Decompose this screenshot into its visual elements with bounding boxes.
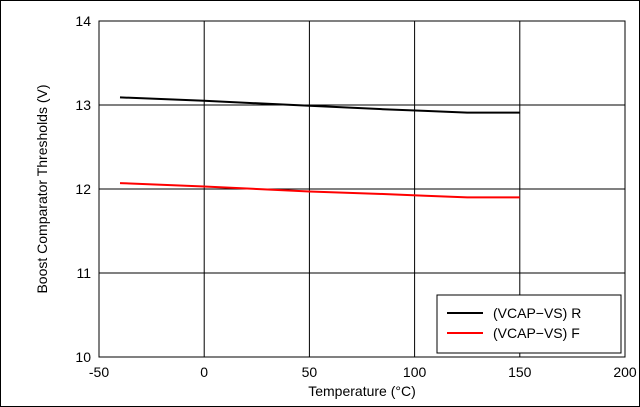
legend-label-r: (VCAP−VS) R [493, 305, 581, 321]
y-tick-label: 14 [75, 13, 91, 29]
y-tick-label: 12 [75, 181, 91, 197]
x-tick-label: -50 [89, 364, 109, 380]
plot-area [98, 20, 626, 358]
legend-label-f: (VCAP−VS) F [493, 325, 580, 341]
x-axis-title: Temperature (°C) [308, 383, 416, 399]
y-tick-label: 10 [75, 349, 91, 365]
legend-box [436, 294, 622, 354]
y-tick-label: 11 [76, 265, 91, 281]
series-layer [119, 96, 520, 199]
x-tick-label: 150 [508, 364, 532, 380]
y-axis-title: Boost Comparator Thresholds (V) [34, 84, 50, 293]
legend: (VCAP−VS) R (VCAP−VS) F [436, 294, 622, 354]
x-tick-label: 100 [403, 364, 427, 380]
x-tick-label: 0 [200, 364, 208, 380]
tick-labels: -50 0 50 100 150 200 10 11 12 13 14 [75, 13, 636, 380]
series-line-f [119, 182, 520, 199]
y-tick-label: 13 [75, 97, 91, 113]
x-tick-label: 200 [613, 364, 637, 380]
x-tick-label: 50 [302, 364, 318, 380]
grid [99, 21, 625, 357]
series-line-r [119, 96, 520, 114]
